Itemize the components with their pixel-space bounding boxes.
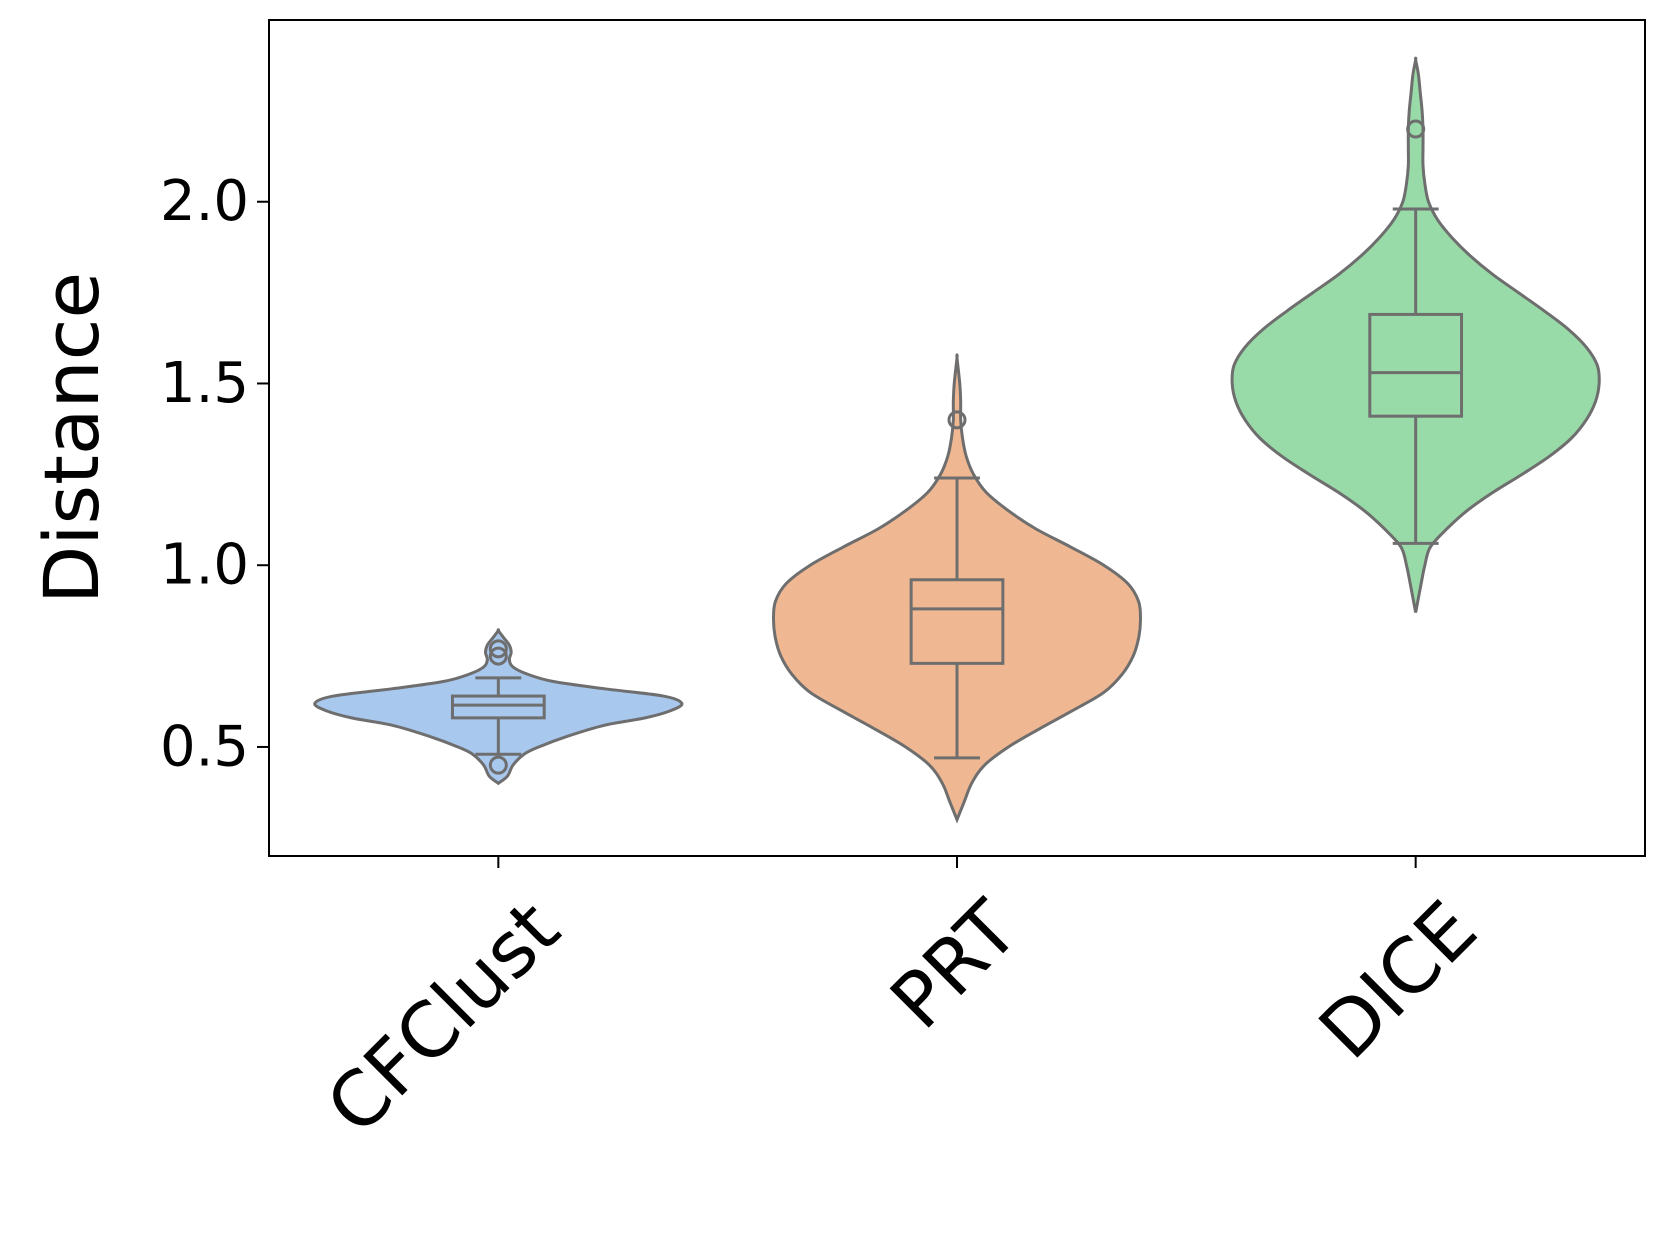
outlier-cfclust-2	[488, 639, 508, 659]
outlier-cfclust-0	[488, 755, 508, 775]
box-cfclust	[450, 694, 546, 720]
y-tick-label-0: 0.5	[160, 714, 249, 779]
box-dice	[1368, 312, 1464, 418]
box-prt	[909, 578, 1005, 665]
x-tick-label-prt: PRT	[873, 884, 1035, 1046]
y-tick-label-1: 1.0	[160, 533, 249, 598]
x-tick-label-dice: DICE	[1302, 884, 1494, 1076]
boxplots-layer	[450, 119, 1464, 775]
y-axis-label: Distance	[27, 272, 116, 604]
y-tick-label-2: 1.5	[160, 351, 249, 416]
y-axis: 0.5 1.0 1.5 2.0	[160, 169, 269, 779]
x-axis: CFClust PRT DICE	[309, 856, 1494, 1151]
outlier-dice-0	[1406, 119, 1426, 139]
x-tick-label-cfclust: CFClust	[309, 884, 576, 1151]
outlier-cfclust-1	[488, 646, 508, 666]
outlier-prt-0	[947, 410, 967, 430]
plot-frame	[268, 19, 1646, 857]
y-tick-label-3: 2.0	[160, 169, 249, 234]
